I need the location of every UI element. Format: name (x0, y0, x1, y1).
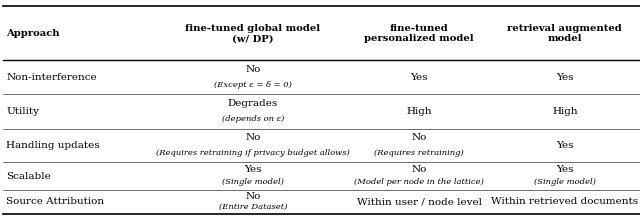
Text: (Single model): (Single model) (222, 178, 284, 186)
Text: Yes: Yes (556, 165, 573, 174)
Text: (depends on ε): (depends on ε) (221, 115, 284, 123)
Text: Yes: Yes (244, 165, 262, 174)
Text: (Requires retraining if privacy budget allows): (Requires retraining if privacy budget a… (156, 149, 349, 157)
Text: Source Attribution: Source Attribution (6, 197, 104, 206)
Text: (Single model): (Single model) (534, 178, 596, 186)
Text: Scalable: Scalable (6, 172, 51, 181)
Text: No: No (245, 65, 260, 74)
Text: (Requires retraining): (Requires retraining) (374, 149, 464, 157)
Text: Yes: Yes (556, 73, 573, 82)
Text: fine-tuned global model
(w/ DP): fine-tuned global model (w/ DP) (185, 24, 321, 43)
Text: Non-interference: Non-interference (6, 73, 97, 82)
Text: No: No (245, 192, 260, 201)
Text: No: No (412, 133, 427, 142)
Text: fine-tuned
personalized model: fine-tuned personalized model (364, 24, 474, 43)
Text: Within user / node level: Within user / node level (356, 197, 482, 206)
Text: High: High (406, 107, 432, 116)
Text: (Model per node in the lattice): (Model per node in the lattice) (355, 178, 484, 186)
Text: retrieval augmented
model: retrieval augmented model (508, 24, 622, 43)
Text: High: High (552, 107, 578, 116)
Text: Handling updates: Handling updates (6, 141, 100, 150)
Text: No: No (412, 165, 427, 174)
Text: Within retrieved documents: Within retrieved documents (492, 197, 638, 206)
Text: Degrades: Degrades (228, 99, 278, 108)
Text: Approach: Approach (6, 29, 60, 38)
Text: (Except ε = δ = 0): (Except ε = δ = 0) (214, 81, 292, 89)
Text: Yes: Yes (556, 141, 573, 150)
Text: (Entire Dataset): (Entire Dataset) (219, 203, 287, 211)
Text: No: No (245, 133, 260, 142)
Text: Yes: Yes (410, 73, 428, 82)
Text: Utility: Utility (6, 107, 40, 116)
